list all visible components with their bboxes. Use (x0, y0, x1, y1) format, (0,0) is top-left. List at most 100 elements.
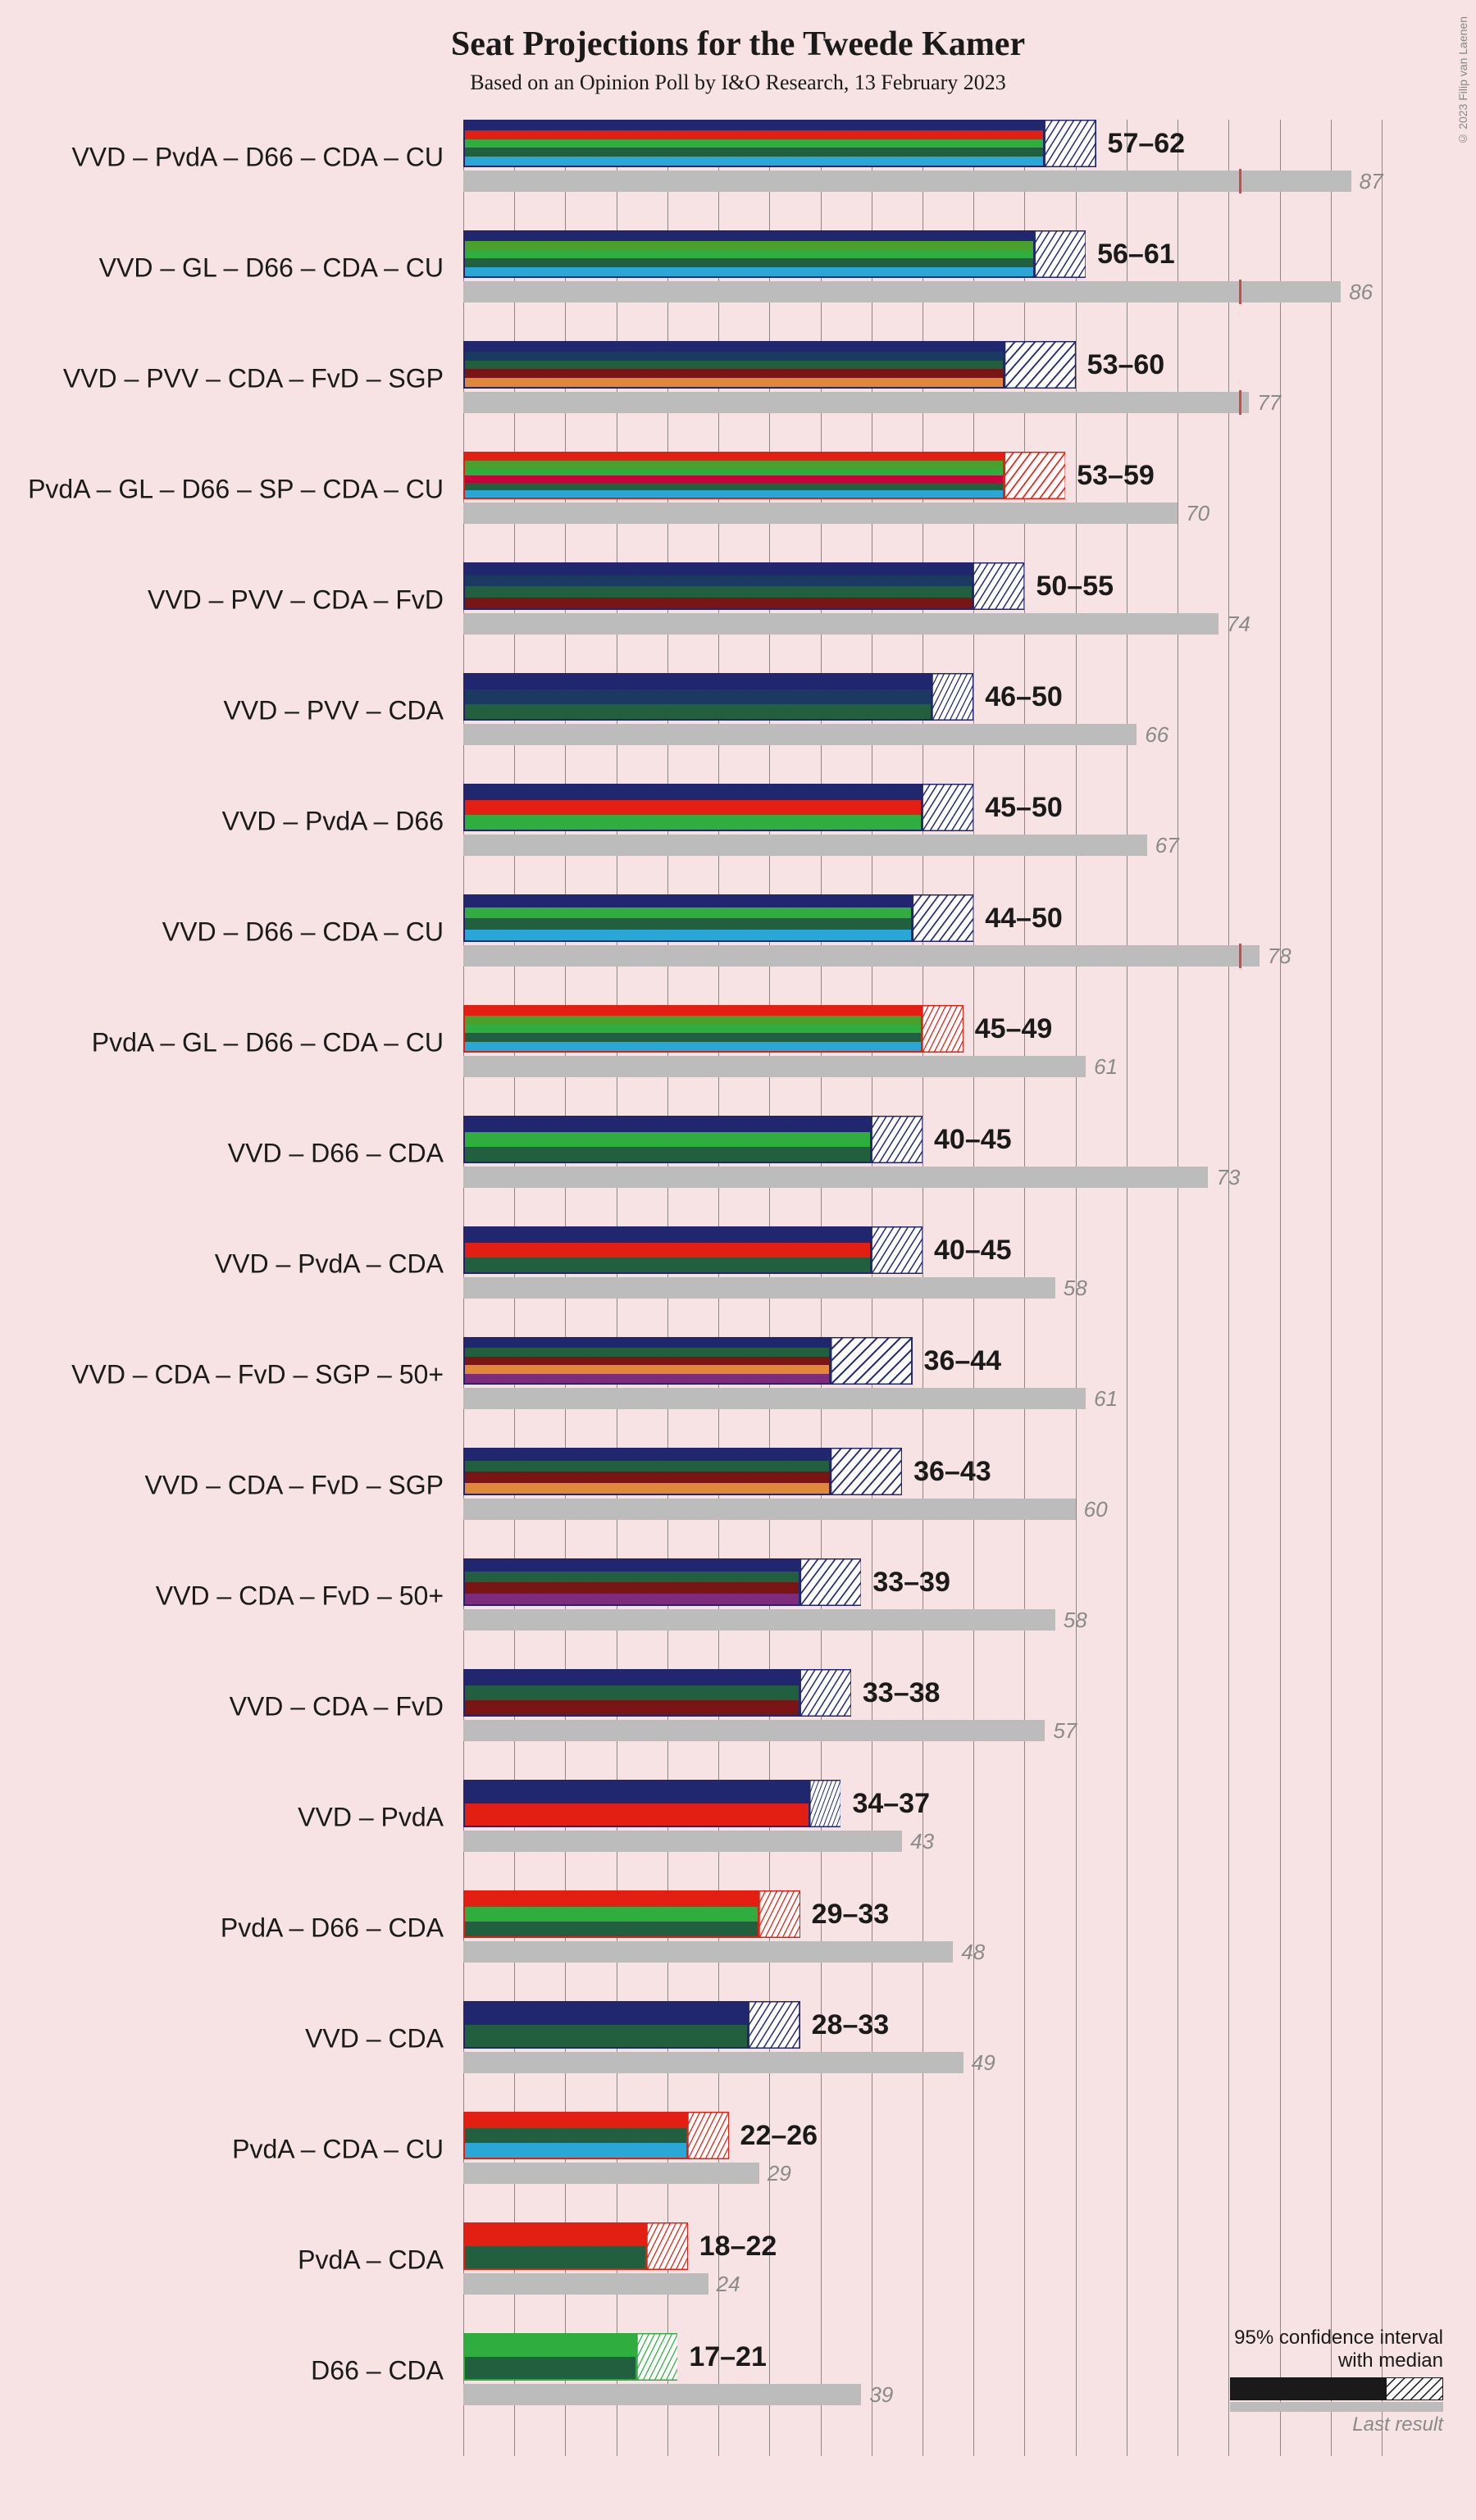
party-stripe (465, 490, 1003, 498)
last-result-bar (463, 1831, 902, 1852)
party-stripe (465, 575, 972, 587)
majority-marker (1239, 390, 1241, 415)
range-label: 57–62 (1096, 120, 1186, 167)
party-stripe (465, 930, 911, 941)
range-label: 33–38 (851, 1669, 941, 1717)
range-label: 46–50 (973, 673, 1063, 721)
projection-bar (463, 1448, 831, 1495)
last-result-label: 87 (1351, 171, 1383, 192)
coalition-label: VVD – CDA – FvD – SGP – 50+ (71, 1360, 463, 1390)
party-stripe (465, 815, 921, 830)
last-result-label: 73 (1208, 1167, 1240, 1188)
confidence-interval (800, 1558, 862, 1606)
last-result-bar (463, 1941, 953, 1963)
range-label: 53–60 (1076, 341, 1165, 389)
range-label: 45–50 (973, 784, 1063, 831)
range-label: 22–26 (729, 2112, 818, 2159)
projection-bar (463, 673, 932, 721)
confidence-interval (831, 1337, 913, 1385)
projection-bar (463, 2222, 647, 2270)
party-stripe (465, 483, 1003, 490)
coalition-row: VVD – PvdA34–3743 (463, 1780, 1382, 1855)
coalition-label: VVD – PvdA – D66 (222, 807, 463, 837)
last-result-label: 58 (1055, 1277, 1087, 1299)
legend-bar-swatch (1230, 2377, 1443, 2400)
coalition-row: VVD – PVV – CDA – FvD – SGP53–6077 (463, 341, 1382, 416)
projection-bar (463, 452, 1004, 499)
chart-title: Seat Projections for the Tweede Kamer (33, 25, 1443, 64)
projection-bar (463, 562, 973, 610)
coalition-label: PvdA – GL – D66 – SP – CDA – CU (28, 475, 463, 505)
last-result-label: 60 (1076, 1499, 1108, 1520)
party-stripe (465, 800, 921, 815)
range-label: 17–21 (677, 2333, 767, 2381)
coalition-row: PvdA – GL – D66 – SP – CDA – CU53–5970 (463, 452, 1382, 527)
legend-ci-swatch (1386, 2377, 1443, 2400)
confidence-interval (810, 1780, 840, 1827)
last-result-label: 61 (1086, 1388, 1118, 1409)
party-stripe (465, 1243, 870, 1258)
party-stripe (465, 1348, 829, 1357)
coalition-row: VVD – CDA – FvD – SGP36–4360 (463, 1448, 1382, 1523)
legend-last-swatch (1230, 2402, 1443, 2412)
party-stripe (465, 1374, 829, 1383)
last-result-bar (463, 392, 1249, 413)
coalition-label: VVD – PvdA – D66 – CDA – CU (71, 143, 463, 173)
last-result-label: 43 (902, 1831, 934, 1852)
projection-bar (463, 1780, 810, 1827)
coalition-label: VVD – D66 – CDA (228, 1139, 463, 1169)
coalition-row: VVD – D66 – CDA40–4573 (463, 1116, 1382, 1191)
coalition-row: PvdA – GL – D66 – CDA – CU45–4961 (463, 1005, 1382, 1080)
coalition-label: VVD – PVV – CDA – FvD (148, 585, 463, 616)
coalition-row: VVD – GL – D66 – CDA – CU56–6186 (463, 230, 1382, 306)
party-stripe (465, 704, 931, 719)
party-stripe (465, 2113, 686, 2128)
last-result-bar (463, 1056, 1086, 1077)
coalition-label: VVD – CDA (305, 2024, 463, 2054)
projection-bar (463, 2333, 637, 2381)
coalition-row: VVD – CDA – FvD – SGP – 50+36–4461 (463, 1337, 1382, 1412)
party-stripe (465, 461, 1003, 468)
last-result-bar (463, 503, 1178, 524)
party-stripe (465, 241, 1033, 250)
confidence-interval (922, 1005, 963, 1053)
party-stripe (465, 121, 1043, 130)
projection-bar (463, 1890, 759, 1938)
last-result-bar (463, 835, 1147, 856)
coalition-row: VVD – CDA28–3349 (463, 2001, 1382, 2076)
last-result-label: 49 (963, 2052, 995, 2073)
majority-marker (1239, 169, 1241, 193)
range-label: 44–50 (973, 894, 1063, 942)
legend-main-swatch (1230, 2377, 1386, 2400)
confidence-interval (1004, 452, 1066, 499)
projection-bar (463, 2001, 749, 2049)
last-result-label: 58 (1055, 1609, 1087, 1631)
range-label: 36–44 (913, 1337, 1002, 1385)
party-stripe (465, 907, 911, 919)
projection-bar (463, 1005, 922, 1053)
range-label: 56–61 (1086, 230, 1175, 278)
projection-bar (463, 1337, 831, 1385)
party-stripe (465, 1228, 870, 1243)
party-stripe (465, 1483, 829, 1494)
party-stripe (465, 475, 1003, 483)
legend-last-text: Last result (1230, 2413, 1443, 2436)
party-stripe (465, 785, 921, 800)
confidence-interval (831, 1448, 902, 1495)
majority-marker (1239, 280, 1241, 304)
last-result-label: 86 (1341, 281, 1373, 302)
copyright-text: © 2023 Filip van Laenen (1456, 16, 1469, 146)
coalition-label: VVD – PVV – CDA (223, 696, 463, 726)
last-result-label: 78 (1260, 945, 1292, 967)
party-stripe (465, 1582, 799, 1594)
last-result-label: 61 (1086, 1056, 1118, 1077)
party-stripe (465, 1258, 870, 1272)
confidence-interval (647, 2222, 688, 2270)
last-result-label: 39 (861, 2384, 893, 2405)
coalition-label: D66 – CDA (311, 2356, 463, 2386)
legend-ci-line2: with median (1230, 2349, 1443, 2372)
confidence-interval (1045, 120, 1096, 167)
party-stripe (465, 378, 1003, 387)
party-stripe (465, 1572, 799, 1583)
party-stripe (465, 2128, 686, 2143)
